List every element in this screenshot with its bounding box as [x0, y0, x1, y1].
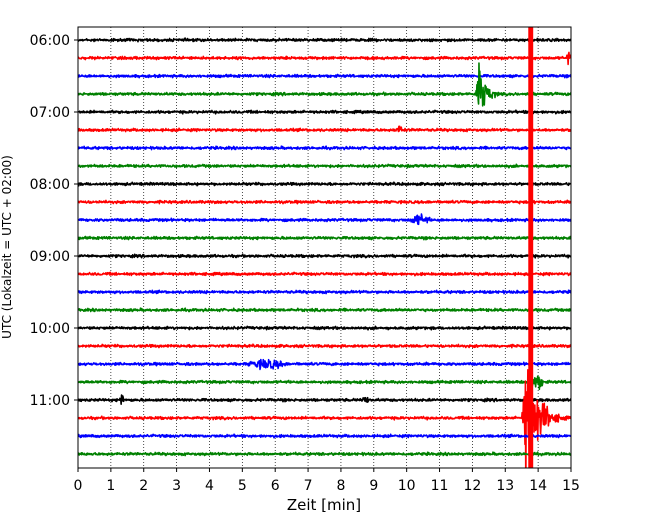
trace-row: [78, 125, 571, 133]
trace-layer: [78, 27, 571, 468]
x-tick-label: 6: [271, 478, 280, 494]
x-tick-label: 3: [172, 478, 181, 494]
x-tick-label: 2: [139, 478, 148, 494]
y-tick-label: 07:00: [30, 105, 70, 121]
y-tick-label: 11:00: [30, 393, 70, 409]
x-tick-label: 4: [205, 478, 214, 494]
x-tick-label: 15: [562, 478, 580, 494]
trace-row: [78, 358, 571, 371]
trace-row: [78, 37, 571, 43]
y-ticks: 06:00 07:00 08:00 09:00 10:00 11:00: [30, 33, 78, 409]
x-ticks: 0 1 2 3 4 5 6 7 8 9 10 11 12 13 14 15: [74, 468, 580, 494]
trace-row: [78, 271, 571, 277]
trace-row: [78, 394, 571, 406]
x-tick-label: 8: [336, 478, 345, 494]
trace-row: [78, 369, 571, 468]
x-tick-label: 7: [304, 478, 313, 494]
trace-row: [78, 163, 571, 169]
trace-row: [78, 109, 571, 115]
trace-row: [78, 307, 571, 313]
trace-row: [78, 51, 571, 66]
x-tick-label: 10: [398, 478, 416, 494]
x-tick-label: 1: [106, 478, 115, 494]
trace-row: [78, 213, 571, 226]
trace-row: [78, 181, 571, 187]
y-tick-label: 08:00: [30, 177, 70, 193]
x-tick-label: 0: [74, 478, 83, 494]
trace-row: [78, 343, 571, 349]
trace-row: [78, 235, 571, 241]
y-tick-label: 10:00: [30, 321, 70, 337]
x-axis-title: Zeit [min]: [287, 496, 361, 514]
y-axis-title: UTC (Lokalzeit = UTC + 02:00): [0, 155, 14, 339]
trace-row: [78, 375, 571, 391]
trace-row: [78, 289, 571, 295]
x-tick-label: 12: [463, 478, 481, 494]
trace-row: [78, 451, 571, 457]
trace-row: [78, 253, 571, 259]
saturated-band: [528, 27, 534, 468]
trace-row: [78, 199, 571, 205]
x-tick-label: 9: [369, 478, 378, 494]
x-tick-label: 5: [238, 478, 247, 494]
trace-row: [78, 145, 571, 151]
x-tick-label: 11: [431, 478, 449, 494]
y-tick-label: 06:00: [30, 33, 70, 49]
plot-area: [78, 27, 571, 468]
trace-row: [78, 325, 571, 331]
plot-frame: [77, 26, 572, 469]
y-tick-label: 09:00: [30, 249, 70, 265]
x-tick-label: 14: [529, 478, 547, 494]
trace-row: [78, 73, 571, 79]
trace-row: [78, 433, 571, 439]
x-tick-label: 13: [496, 478, 514, 494]
trace-row: [78, 62, 571, 107]
